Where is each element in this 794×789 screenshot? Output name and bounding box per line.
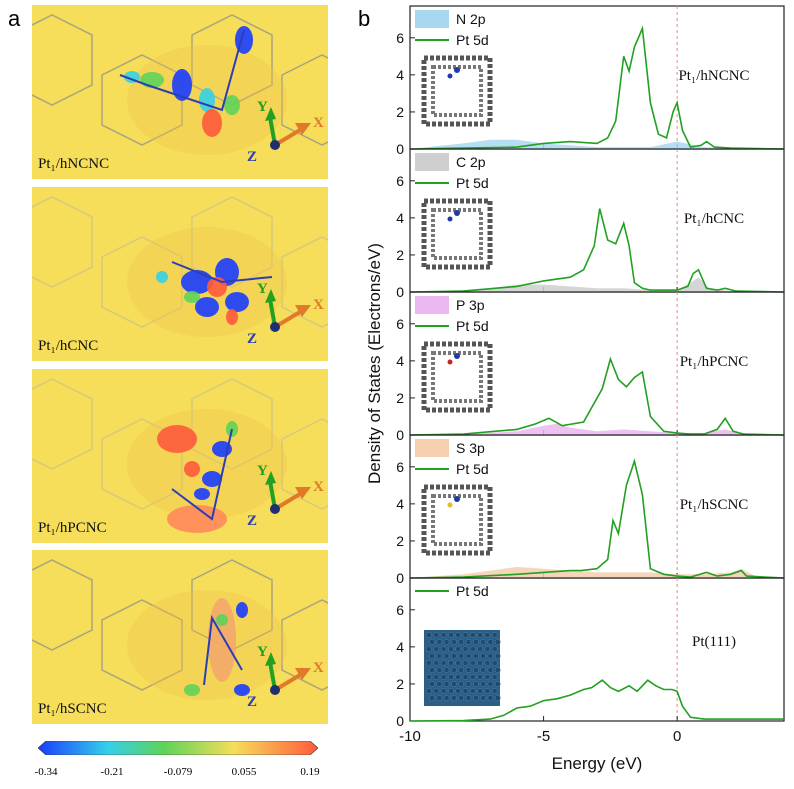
pdos-line-pt-5d [409, 208, 785, 293]
legend-swatch [415, 153, 449, 171]
structure-inset [421, 198, 493, 270]
colorbar-tick-label: 0.19 [300, 766, 320, 778]
y-tick-label: 4 [396, 496, 404, 512]
panel-a-letter: a [8, 6, 21, 31]
y-tick-label: 2 [396, 390, 404, 406]
dos-subplot-4: 0 2 4 6 S 3p Pt 5d Pt₁/hSCNC [396, 434, 785, 586]
x-tick-label: -10 [399, 728, 421, 745]
legend-entry: Pt 5d [456, 175, 489, 191]
legend-entry: Pt 5d [456, 583, 489, 599]
density-map-4: Y X Z Pt₁/hSCNC [32, 550, 328, 724]
y-tick-label: 6 [396, 316, 404, 332]
y-tick-label: 4 [396, 353, 404, 369]
pdos-line-pt-5d [409, 458, 785, 579]
y-axis-title: Density of States (Electrons/eV) [365, 243, 384, 484]
legend-entry: P 3p [456, 297, 485, 313]
y-tick-label: 6 [396, 30, 404, 46]
x-axis-label: X [313, 297, 324, 313]
density-map-2: Y X Z Pt₁/hCNC [32, 187, 328, 361]
legend-entry: N 2p [456, 11, 486, 27]
y-tick-label: 4 [396, 210, 404, 226]
structure-inset [421, 55, 493, 127]
map-label: Pt₁/hNCNC [38, 156, 110, 172]
dos-subplot-5: 0 2 4 6 Pt 5d Pt(111) [396, 577, 785, 729]
legend-swatch [415, 296, 449, 314]
y-tick-label: 4 [396, 67, 404, 83]
map-label: Pt₁/hSCNC [38, 701, 107, 717]
legend-swatch [415, 439, 449, 457]
structure-inset [421, 341, 493, 413]
pdos-line-pt-5d [409, 356, 785, 436]
sample-title: Pt₁/hNCNC [678, 68, 749, 84]
colorbar-tick-label: -0.21 [100, 766, 124, 778]
x-tick-label: 0 [673, 728, 681, 745]
y-axis-label: Y [257, 463, 268, 479]
y-tick-label: 6 [396, 602, 404, 618]
dos-chart: 0 2 4 6 N 2p Pt 5d Pt₁/hNCNC 0 2 4 6 C 2p Pt 5d Pt₁/h… [365, 5, 785, 773]
pdos-line-pt-5d [409, 679, 784, 722]
colorbar [37, 740, 319, 756]
structure-inset [421, 484, 493, 556]
pdos-fill-p-3p [410, 423, 784, 435]
y-tick-label: 0 [396, 713, 404, 729]
sample-title: Pt(111) [692, 634, 736, 650]
dos-subplot-3: 0 2 4 6 P 3p Pt 5d Pt₁/hPCNC [396, 291, 785, 443]
legend-entry: Pt 5d [456, 32, 489, 48]
map-label: Pt₁/hCNC [38, 338, 99, 354]
legend-entry: C 2p [456, 154, 486, 170]
subplot-frame [409, 577, 785, 722]
legend-entry: Pt 5d [456, 461, 489, 477]
x-tick-label: -5 [537, 728, 550, 745]
density-map-1: Y X Z Pt₁/hNCNC [32, 5, 328, 179]
legend-swatch [415, 10, 449, 28]
density-map-3: Y X Z Pt₁/hPCNC [32, 369, 328, 543]
dos-subplot-2: 0 2 4 6 C 2p Pt 5d Pt₁/hCNC [396, 148, 785, 300]
y-tick-label: 0 [396, 284, 404, 300]
panel-b-letter: b [358, 6, 371, 31]
x-axis-label: X [313, 479, 324, 495]
y-tick-label: 2 [396, 104, 404, 120]
sample-title: Pt₁/hPCNC [680, 354, 749, 370]
x-axis-label: X [313, 660, 324, 676]
axes-triad-icon: Y X Z [247, 644, 324, 710]
legend-entry: Pt 5d [456, 318, 489, 334]
y-axis-label: Y [257, 281, 268, 297]
y-tick-label: 0 [396, 427, 404, 443]
dos-subplot-1: 0 2 4 6 N 2p Pt 5d Pt₁/hNCNC [396, 5, 785, 157]
pdos-line-pt-5d [409, 25, 785, 150]
legend-entry: S 3p [456, 440, 485, 456]
y-tick-label: 0 [396, 570, 404, 586]
x-axis-title: Energy (eV) [552, 754, 643, 773]
z-axis-label: Z [247, 331, 257, 347]
z-axis-label: Z [247, 694, 257, 710]
sample-title: Pt₁/hCNC [684, 211, 744, 227]
y-tick-label: 4 [396, 639, 404, 655]
sample-title: Pt₁/hSCNC [680, 497, 749, 513]
y-tick-label: 2 [396, 533, 404, 549]
axes-triad-icon: Y X Z [247, 463, 324, 529]
colorbar-tick-label: -0.34 [34, 766, 58, 778]
x-axis-label: X [313, 115, 324, 131]
y-tick-label: 0 [396, 141, 404, 157]
pt-surface-inset [424, 630, 501, 706]
z-axis-label: Z [247, 149, 257, 165]
y-axis-label: Y [257, 99, 268, 115]
y-tick-label: 2 [396, 676, 404, 692]
y-tick-label: 6 [396, 173, 404, 189]
colorbar-tick-label: -0.079 [163, 766, 193, 778]
colorbar-tick-label: 0.055 [231, 766, 257, 778]
y-tick-label: 6 [396, 459, 404, 475]
z-axis-label: Z [247, 513, 257, 529]
axes-triad-icon: Y X Z [247, 281, 324, 347]
y-axis-label: Y [257, 644, 268, 660]
y-tick-label: 2 [396, 247, 404, 263]
map-label: Pt₁/hPCNC [38, 520, 107, 536]
axes-triad-icon: Y X Z [247, 99, 324, 165]
